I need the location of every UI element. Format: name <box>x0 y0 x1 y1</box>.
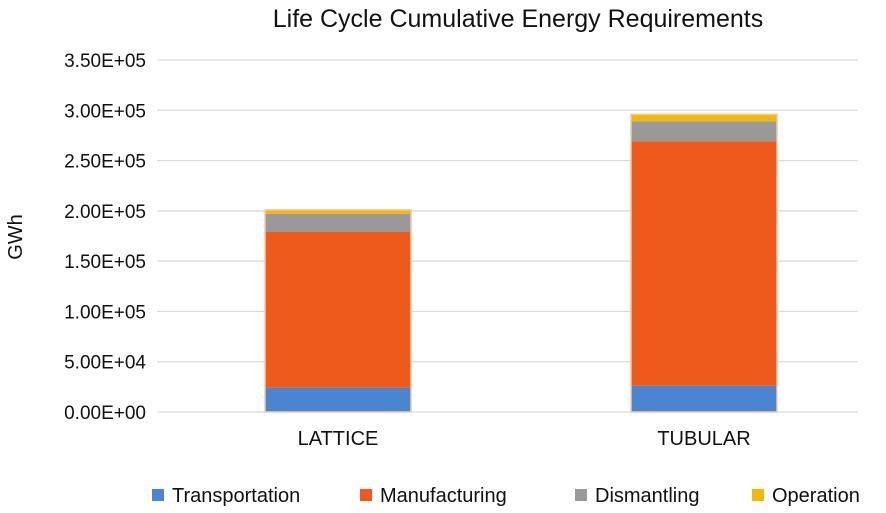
legend-swatch <box>752 489 764 501</box>
bar-lattice-dismantling <box>265 213 411 232</box>
bars <box>264 113 778 413</box>
x-tick-label: LATTICE <box>298 428 379 450</box>
legend-item-dismantling: Dismantling <box>575 485 699 507</box>
bar-tubular-dismantling <box>631 121 777 142</box>
legend-swatch <box>152 489 164 501</box>
legend-item-operation: Operation <box>752 485 860 507</box>
legend-swatch <box>575 489 587 501</box>
y-tick-label: 5.00E+04 <box>64 353 146 374</box>
legend-label: Dismantling <box>595 485 699 507</box>
bar-outline <box>630 113 778 413</box>
x-tick-labels: LATTICE TUBULAR <box>298 428 751 450</box>
y-tick-label: 1.00E+05 <box>64 302 146 323</box>
legend-label: Manufacturing <box>380 485 507 507</box>
legend: Transportation Manufacturing Dismantling Op… <box>152 485 860 507</box>
legend-swatch <box>360 489 372 501</box>
y-tick-label: 2.50E+05 <box>64 152 146 173</box>
bar-tubular-manufacturing <box>631 141 777 386</box>
y-axis-label: GWh <box>5 214 27 260</box>
y-tick-label: 2.00E+05 <box>64 202 146 223</box>
bar-outline <box>264 209 412 413</box>
y-tick-label: 3.50E+05 <box>64 51 146 72</box>
bar-lattice-manufacturing <box>265 231 411 388</box>
x-tick-label: TUBULAR <box>657 428 750 450</box>
y-tick-label: 1.50E+05 <box>64 252 146 273</box>
bar-lattice-operation <box>265 209 411 214</box>
legend-item-manufacturing: Manufacturing <box>360 485 507 507</box>
bar-tubular-operation <box>631 114 777 122</box>
y-tick-label: 0.00E+00 <box>64 403 146 424</box>
chart-title: Life Cycle Cumulative Energy Requirement… <box>273 5 764 33</box>
y-tick-labels: 0.00E+00 5.00E+04 1.00E+05 1.50E+05 2.00E+05… <box>64 51 146 424</box>
bar-lattice-transportation <box>265 387 411 412</box>
legend-item-transportation: Transportation <box>152 485 300 507</box>
y-tick-label: 3.00E+05 <box>64 101 146 122</box>
bar-tubular-transportation <box>631 385 777 412</box>
legend-label: Transportation <box>172 485 300 507</box>
legend-label: Operation <box>772 485 860 507</box>
